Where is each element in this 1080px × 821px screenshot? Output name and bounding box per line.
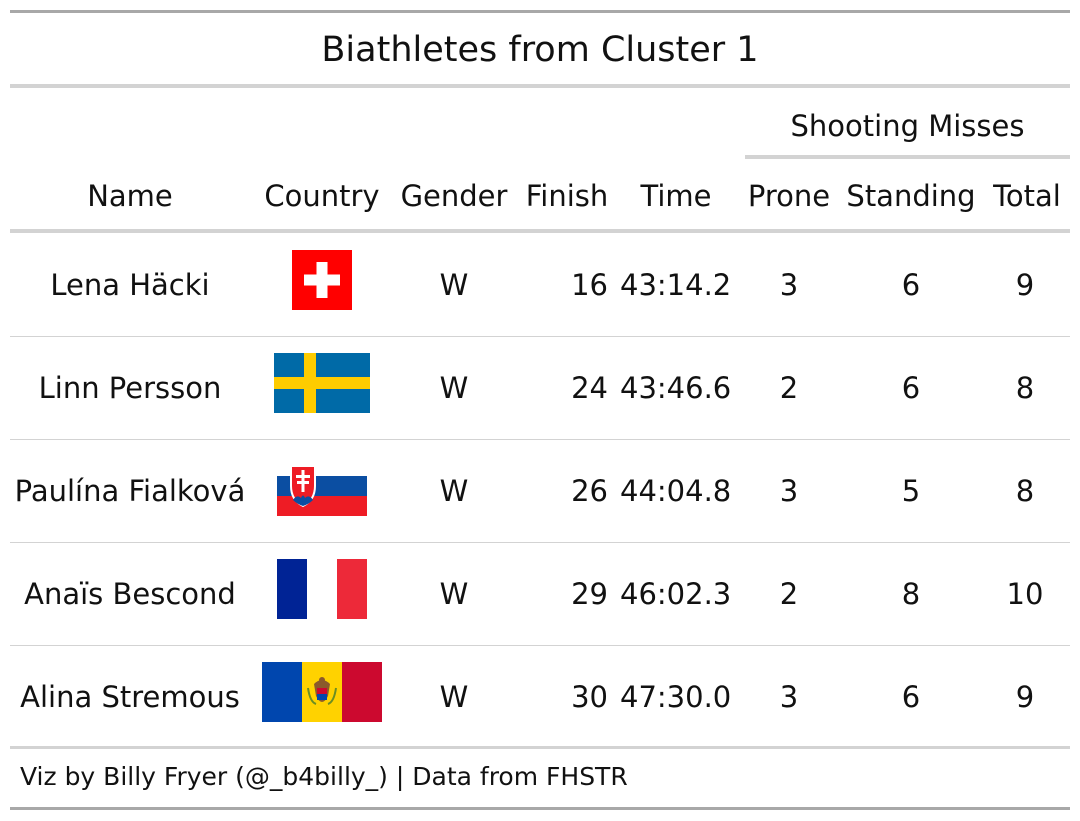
total-cell: 9 [1015, 268, 1035, 302]
standing-cell: 6 [901, 268, 921, 302]
time-cell: 43:46.6 [620, 371, 732, 405]
prone-cell: 2 [779, 577, 799, 611]
athlete-name: Paulína Fialková [14, 474, 246, 508]
header-time: Time [640, 179, 712, 213]
total-cell: 9 [1015, 680, 1035, 714]
standing-cell: 5 [901, 474, 921, 508]
row-divider [10, 439, 1070, 440]
title-rule [10, 84, 1070, 88]
gender-cell: W [439, 680, 469, 714]
time-cell: 46:02.3 [620, 577, 732, 611]
switzerland-flag-icon [292, 250, 352, 310]
sweden-flag-icon [274, 353, 370, 413]
total-cell: 8 [1015, 371, 1035, 405]
row-divider [10, 542, 1070, 543]
table-row: Alina Stremous W 30 47:30.0 3 6 9 [10, 646, 1070, 749]
header-rule [10, 229, 1070, 233]
spanner-rule [745, 155, 1070, 159]
time-cell: 44:04.8 [620, 474, 732, 508]
athlete-name: Alina Stremous [20, 680, 240, 714]
athlete-name: Linn Persson [38, 371, 222, 405]
athlete-name: Lena Häcki [50, 268, 210, 302]
prone-cell: 3 [779, 680, 799, 714]
time-cell: 43:14.2 [620, 268, 732, 302]
table-title: Biathletes from Cluster 1 [321, 30, 759, 70]
france-flag-icon [277, 559, 367, 619]
header-finish: Finish [525, 179, 609, 213]
gender-cell: W [439, 268, 469, 302]
header-gender: Gender [400, 179, 508, 213]
prone-cell: 3 [779, 268, 799, 302]
source-note: Viz by Billy Fryer (@_b4billy_) | Data f… [20, 762, 628, 791]
finish-cell: 16 [571, 268, 608, 302]
header-name: Name [87, 179, 173, 213]
header-standing: Standing [846, 179, 976, 213]
gender-cell: W [439, 371, 469, 405]
table-row: Paulína Fialková W 26 44:04.8 3 5 8 [10, 440, 1070, 543]
time-cell: 47:30.0 [620, 680, 732, 714]
header-prone: Prone [747, 179, 831, 213]
table-row: Linn Persson W 24 43:46.6 2 6 8 [10, 337, 1070, 440]
body-rule [10, 746, 1070, 749]
finish-cell: 30 [571, 680, 608, 714]
moldova-flag-icon [262, 662, 382, 722]
table-row: Anaïs Bescond W 29 46:02.3 2 8 10 [10, 543, 1070, 646]
standing-cell: 8 [901, 577, 921, 611]
header-total: Total [993, 179, 1061, 213]
finish-cell: 29 [571, 577, 608, 611]
shooting-misses-spanner: Shooting Misses [790, 109, 1025, 143]
row-divider [10, 336, 1070, 337]
results-table: Biathletes from Cluster 1 Shooting Misse… [10, 10, 1070, 811]
header-country: Country [264, 179, 380, 213]
table-top-rule [10, 10, 1070, 13]
table-row: Lena Häcki W 16 43:14.2 3 6 9 [10, 234, 1070, 337]
standing-cell: 6 [901, 371, 921, 405]
finish-cell: 24 [571, 371, 608, 405]
gender-cell: W [439, 474, 469, 508]
total-cell: 10 [1006, 577, 1044, 611]
table-bottom-rule [10, 807, 1070, 810]
row-divider [10, 645, 1070, 646]
finish-cell: 26 [571, 474, 608, 508]
prone-cell: 2 [779, 371, 799, 405]
standing-cell: 6 [901, 680, 921, 714]
total-cell: 8 [1015, 474, 1035, 508]
gender-cell: W [439, 577, 469, 611]
slovakia-flag-icon [277, 456, 367, 516]
athlete-name: Anaïs Bescond [24, 577, 236, 611]
prone-cell: 3 [779, 474, 799, 508]
